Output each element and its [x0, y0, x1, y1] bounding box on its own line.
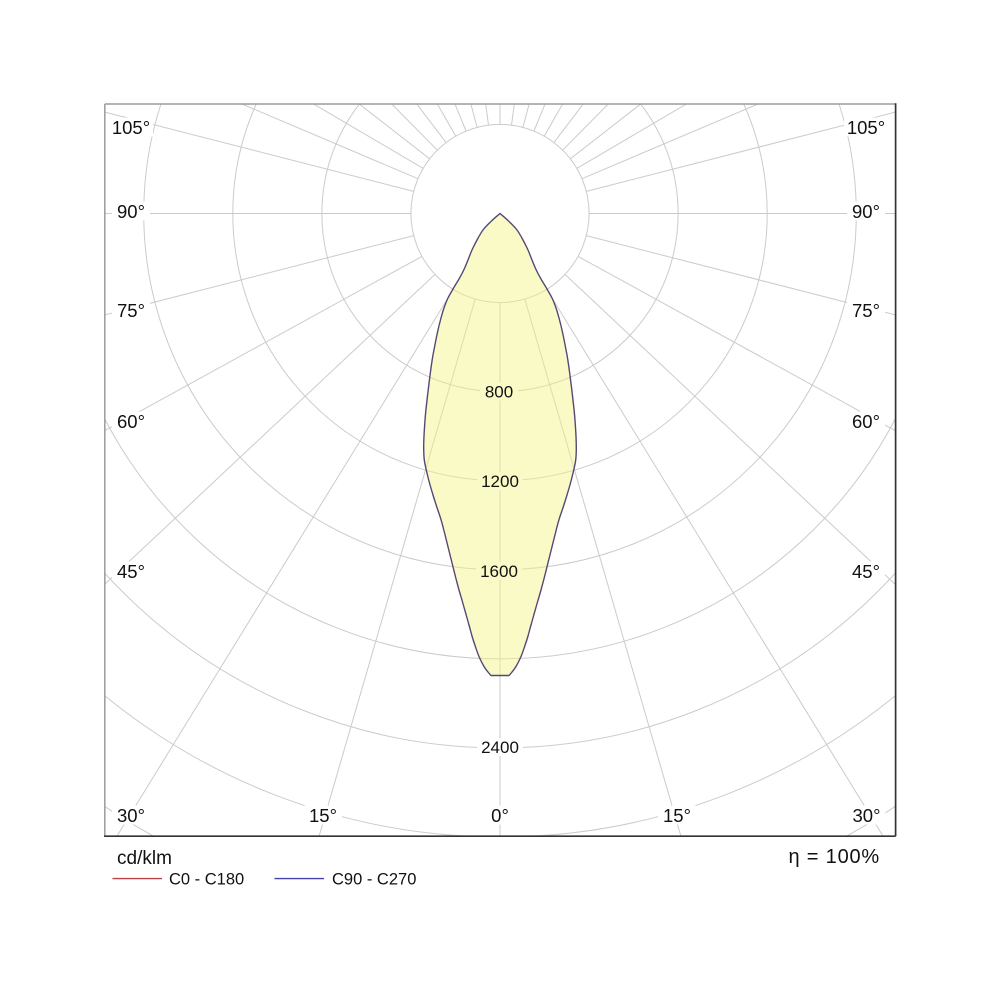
svg-text:cd/klm: cd/klm: [117, 848, 172, 869]
svg-text:15°: 15°: [309, 805, 337, 826]
svg-text:90°: 90°: [117, 201, 145, 222]
svg-text:2400: 2400: [481, 738, 519, 757]
svg-text:C0 - C180: C0 - C180: [169, 871, 244, 889]
svg-text:η = 100%: η = 100%: [789, 846, 880, 868]
svg-text:0°: 0°: [491, 805, 509, 826]
svg-text:C90 - C270: C90 - C270: [332, 871, 416, 889]
svg-text:15°: 15°: [663, 805, 691, 826]
svg-text:75°: 75°: [852, 300, 880, 321]
svg-text:105°: 105°: [847, 117, 885, 138]
svg-text:105°: 105°: [112, 117, 150, 138]
svg-text:75°: 75°: [117, 300, 145, 321]
svg-text:1600: 1600: [480, 562, 518, 581]
svg-text:800: 800: [485, 383, 513, 402]
svg-text:45°: 45°: [852, 561, 880, 582]
svg-text:30°: 30°: [853, 805, 881, 826]
svg-text:1200: 1200: [481, 472, 519, 491]
svg-text:60°: 60°: [852, 411, 880, 432]
svg-text:45°: 45°: [117, 561, 145, 582]
svg-text:90°: 90°: [852, 201, 880, 222]
svg-text:30°: 30°: [117, 805, 145, 826]
svg-text:60°: 60°: [117, 411, 145, 432]
